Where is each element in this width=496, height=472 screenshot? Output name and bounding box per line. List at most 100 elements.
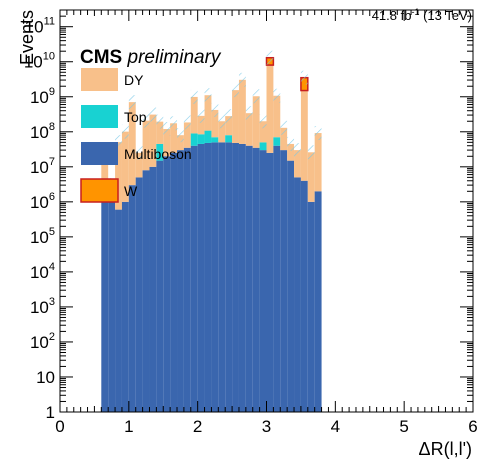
bar-dy-9 — [163, 129, 171, 157]
bar-dy-5 — [135, 152, 143, 178]
x-tick-label-3: 3 — [262, 417, 271, 436]
uncertainty-band-25 — [273, 88, 281, 103]
uncertainty-band-6 — [142, 113, 150, 128]
uncertainty-band-15 — [204, 88, 212, 103]
bar-dy-19 — [232, 90, 239, 143]
uncertainty-band-14 — [197, 108, 205, 123]
uncertainty-band-26 — [280, 120, 288, 135]
bar-dy-8 — [156, 121, 164, 144]
bar-multiboson-4 — [128, 185, 136, 412]
uncertainty-band-19 — [232, 83, 239, 98]
bar-multiboson-20 — [238, 143, 246, 412]
y-tick-label-11: 1011 — [25, 16, 55, 37]
bar-dy-3 — [121, 131, 129, 202]
bar-dy-12 — [183, 122, 191, 148]
bar-top-15 — [204, 130, 212, 143]
uncertainty-band-7 — [149, 107, 157, 122]
y-tick-label-5: 105 — [30, 226, 55, 247]
bar-dy-22 — [252, 96, 260, 148]
bar-multiboson-29 — [300, 180, 308, 412]
bar-multiboson-18 — [225, 142, 233, 412]
legend-label-w: W — [124, 183, 138, 199]
uncertainty-band-11 — [177, 128, 184, 143]
y-tick-label-9: 109 — [30, 86, 55, 107]
bar-multiboson-24 — [266, 152, 274, 412]
bar-multiboson-28 — [294, 177, 301, 412]
bar-dy-25 — [273, 95, 281, 138]
y-tick-labels: 1 10 102 103 104 105 106 107 108 109 1010 1011 — [24, 16, 55, 422]
bar-multiboson-10 — [170, 152, 178, 412]
x-tick-labels: 0 1 2 3 4 5 6 — [55, 417, 477, 436]
legend: DY Top Multiboson W — [80, 68, 192, 203]
bar-multiboson-31 — [314, 191, 322, 412]
bar-dy-7 — [149, 114, 157, 167]
bar-multiboson-12 — [183, 147, 191, 412]
uncertainty-band-5 — [135, 145, 143, 160]
uncertainty-band-29 — [300, 70, 308, 85]
uncertainty-band-8 — [156, 114, 164, 129]
bar-dy-16 — [211, 109, 219, 138]
legend-label-multiboson: Multiboson — [124, 146, 192, 162]
uncertainty-band-22 — [252, 89, 260, 104]
axis-ticks — [59, 9, 474, 413]
bar-dy-31 — [314, 133, 322, 192]
bar-multiboson-30 — [307, 201, 315, 412]
bar-dy-17 — [218, 121, 226, 143]
uncertainty-band-10 — [170, 116, 178, 131]
lumi-label: 41.8 fb-1 (13 TeV) — [372, 7, 472, 23]
lumi-superscript: -1 — [411, 7, 419, 17]
bar-dy-29 — [300, 90, 308, 181]
bar-multiboson-21 — [245, 145, 253, 412]
uncertainty-band-13 — [190, 89, 198, 104]
bar-multiboson-1 — [108, 201, 116, 412]
uncertainty-band-3 — [121, 124, 129, 139]
lumi-energy: (13 TeV) — [419, 8, 472, 23]
bar-multiboson-25 — [273, 145, 281, 412]
bar-multiboson-3 — [121, 201, 129, 412]
lumi-value: 41.8 fb — [372, 8, 412, 23]
uncertainty-band-28 — [294, 143, 301, 158]
y-tick-label-1: 10 — [36, 368, 55, 387]
bar-dy-2 — [115, 142, 122, 210]
x-tick-label-4: 4 — [331, 417, 340, 436]
bar-multiboson-16 — [211, 142, 219, 412]
bar-top-8 — [156, 143, 164, 161]
bar-multiboson-22 — [252, 147, 260, 412]
bar-multiboson-0 — [101, 201, 109, 412]
legend-swatch-top — [81, 105, 118, 128]
y-tick-label-0: 1 — [46, 403, 55, 422]
bar-dy-20 — [238, 79, 246, 144]
uncertainty-band-2 — [115, 135, 122, 150]
y-axis-label: Events — [17, 10, 37, 65]
bar-dy-14 — [197, 115, 205, 135]
bar-dy-15 — [204, 95, 212, 131]
bar-multiboson-17 — [218, 142, 226, 412]
bars-layer — [101, 56, 322, 412]
uncertainty-band-21 — [245, 106, 253, 121]
y-tick-label-8: 108 — [30, 121, 55, 142]
y-tick-label-6: 106 — [30, 191, 55, 212]
legend-label-dy: DY — [124, 72, 144, 88]
y-tick-label-7: 107 — [30, 156, 55, 177]
bar-multiboson-9 — [163, 156, 171, 412]
bar-multiboson-2 — [115, 209, 122, 412]
bar-top-18 — [225, 135, 233, 143]
bar-dy-27 — [287, 143, 295, 161]
x-tick-label-2: 2 — [193, 417, 202, 436]
bar-dy-4 — [128, 102, 136, 186]
uncertainty-band-17 — [218, 114, 226, 129]
bar-dy-28 — [294, 150, 301, 178]
uncertainty-band-9 — [163, 122, 171, 137]
bar-multiboson-6 — [142, 170, 150, 412]
uncertainty-band-20 — [238, 72, 246, 87]
x-tick-label-5: 5 — [399, 417, 408, 436]
bar-top-23 — [259, 142, 267, 151]
bar-top-13 — [190, 133, 198, 146]
uncertainty-hatch-layer — [101, 50, 322, 193]
uncertainty-band-30 — [307, 145, 315, 160]
bar-top-25 — [273, 137, 281, 146]
bar-dy-0 — [101, 149, 109, 202]
bar-multiboson-8 — [156, 160, 164, 412]
legend-swatch-multiboson — [81, 142, 118, 165]
y-tick-label-4: 104 — [30, 261, 55, 282]
